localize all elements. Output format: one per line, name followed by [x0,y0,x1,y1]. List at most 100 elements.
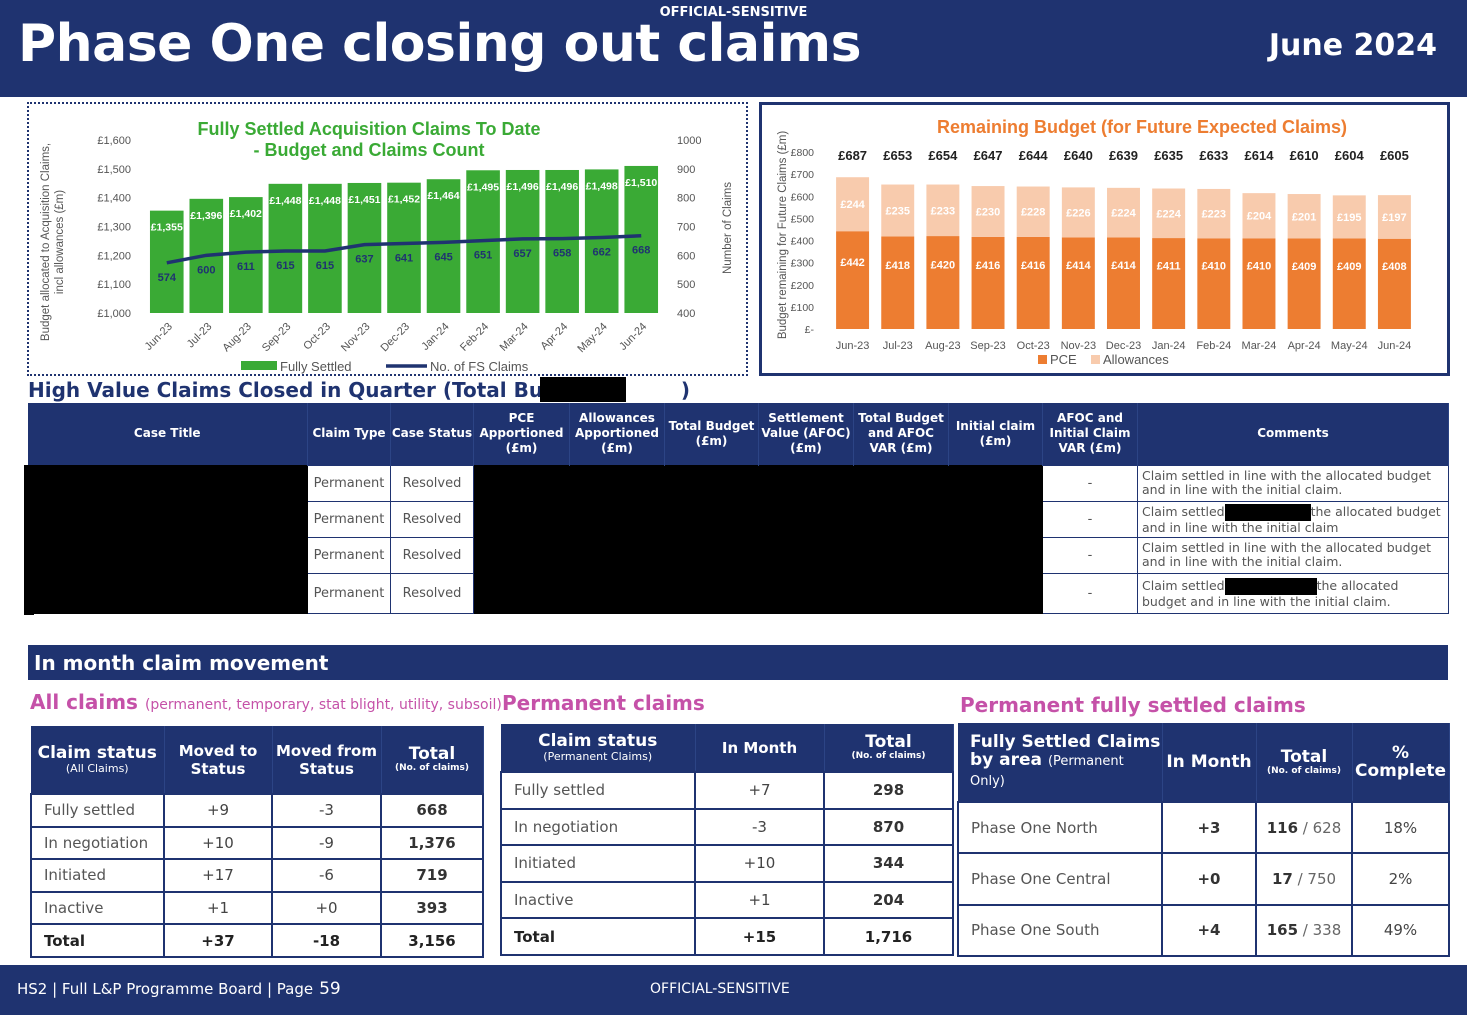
allowances-value-label: £244 [840,199,865,211]
moved-to-cell: +10 [163,825,273,861]
allowances-value-label: £226 [1066,207,1090,219]
area-total: / 628 [1298,818,1342,837]
col-claim-status: Claim status (All Claims) [31,726,165,794]
y2-tick-label: 1000 [677,135,701,147]
status-cell: Total [500,917,696,956]
total-value-label: £610 [1290,148,1319,163]
col-claim-status-label: Claim status [538,731,658,751]
allowances-value-label: £235 [885,206,909,218]
x-tick-label: Jun-24 [617,321,649,353]
moved-from-cell: -6 [271,858,382,893]
in-month-cell: +1 [694,880,825,920]
table-row: Inactive +1 204 [500,880,954,920]
table-row: Phase One South +4 165 / 338 49% [957,903,1450,958]
total-cell: 870 [823,807,954,847]
line-value-label: 637 [355,254,373,266]
in-month-cell: +15 [694,917,825,956]
bar-value-label: £1,448 [309,195,341,207]
total-value-label: £639 [1109,148,1138,163]
bar-pce [881,236,915,329]
total-row: Total +15 1,716 [500,917,954,956]
table-row: Phase One Central +0 17 / 750 2% [957,852,1450,906]
x-tick-label: Jan-24 [1152,340,1186,352]
y-tick-label: £1,600 [97,135,131,147]
redacted-cell [473,572,1043,614]
bar-allowances [1016,186,1050,237]
allowances-value-label: £204 [1247,211,1272,223]
line-value-label: 615 [316,260,334,272]
area-total: / 338 [1298,921,1342,940]
bar-pce [1107,237,1140,329]
x-tick-label: Aug-23 [925,340,960,352]
bar-value-label: £1,496 [546,181,578,193]
settled-count: 116 [1266,818,1299,837]
table-header-row: Claim status (Permanent Claims) In Month … [501,724,954,772]
all-claims-title: All claims (permanent, temporary, stat b… [30,690,502,714]
line-value-label: 651 [474,250,492,262]
col-total-label: Total [865,732,912,752]
line-value-label: 668 [632,245,650,257]
comment-cell: Claim settled in line with the allocated… [1137,536,1449,574]
high-value-title-close: ) [680,378,690,402]
bar-pce [1016,236,1050,329]
col-complete: % Complete [1352,723,1450,802]
total-value-label: £653 [883,148,912,163]
table-row: Permanent Resolved - Claim settled in li… [27,536,1449,574]
bar-pce [1061,237,1095,329]
pce-value-label: £411 [1157,261,1181,273]
claims-count-line [166,233,642,265]
bar-allowances [1107,187,1140,238]
chart-title: Remaining Budget (for Future Expected Cl… [937,117,1347,137]
complete-cell: 18% [1351,800,1450,855]
comment-text-start: Claim settled [1142,577,1225,593]
x-tick-label: Jun-23 [143,321,175,353]
col-pce: PCE Apportioned (£m) [473,403,570,465]
bar-pce [1197,238,1231,329]
col-total-label: Total [1280,746,1328,767]
legend-label-fully-settled: Fully Settled [280,359,352,374]
x-tick-label: Feb-24 [458,321,491,354]
x-tick-label: Sep-23 [260,321,294,355]
y-tick-label: £1,300 [97,222,131,234]
y2-tick-label: 400 [677,308,695,320]
x-tick-label: Apr-24 [1288,340,1321,352]
remaining-budget-chart-svg: Remaining Budget (for Future Expected Cl… [777,117,1412,367]
total-cell: 344 [823,844,954,883]
col-total-afoc-var: Total Budget and AFOC VAR (£m) [853,403,949,465]
total-cell: 668 [380,793,484,828]
area-total: / 750 [1292,869,1337,888]
bar-value-label: £1,498 [586,180,618,192]
y-tick-label: £500 [791,213,815,225]
fs-by-area-table: Fully Settled Claims by area (Permanent … [957,723,1450,958]
table-header-row: Case Title Claim Type Case Status PCE Ap… [27,403,1449,465]
x-tick-label: May-24 [575,321,609,355]
case-status-cell: Resolved [390,536,474,574]
status-cell: Total [30,923,165,958]
bar-pce [836,231,870,329]
pce-value-label: £414 [1111,260,1136,272]
col-initial-claim: Initial claim (£m) [948,403,1043,465]
redaction-block [1224,503,1311,521]
col-total-sub: (No. of claims) [394,763,470,773]
y2-tick-label: 800 [677,193,695,205]
x-tick-label: Jun-24 [1378,340,1412,352]
y-tick-label: £100 [791,302,815,314]
status-cell: Fully settled [500,771,696,810]
pce-value-label: £409 [1337,261,1361,273]
bar-value-label: £1,496 [507,181,539,193]
y-tick-label: £1,400 [97,193,131,205]
redaction-block [24,465,34,615]
total-value-label: £640 [1064,148,1093,163]
legend-label-claims-line: No. of FS Claims [430,359,529,374]
pce-value-label: £414 [1066,260,1091,272]
x-tick-label: Nov-23 [1061,340,1096,352]
redaction-block [1224,577,1317,595]
x-tick-label: Apr-24 [538,321,570,353]
complete-cell: 2% [1351,852,1450,906]
line-value-label: 645 [434,251,452,263]
page-title: Phase One closing out claims [18,14,862,74]
report-date: June 2024 [1268,28,1437,63]
col-case-title: Case Title [27,403,308,465]
y-axis-label: incl allowances (£m) [54,190,66,294]
pce-value-label: £416 [1021,260,1045,272]
